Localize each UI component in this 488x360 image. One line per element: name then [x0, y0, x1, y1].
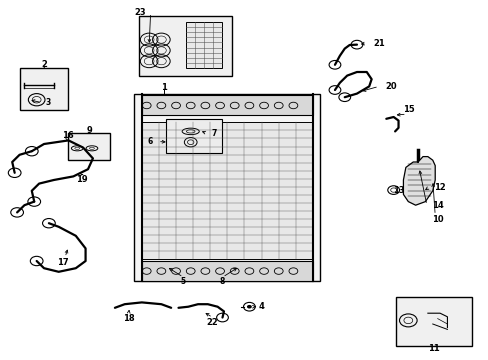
Text: 5: 5 [181, 277, 185, 286]
Text: 9: 9 [86, 126, 92, 135]
Text: 7: 7 [211, 129, 216, 138]
Text: 14: 14 [431, 201, 443, 210]
Bar [142, 261, 312, 281]
Text: 8: 8 [220, 277, 224, 286]
Bar [185, 22, 222, 68]
Text: 1: 1 [161, 83, 167, 91]
Text: 15: 15 [403, 105, 414, 114]
Bar [395, 297, 471, 346]
Bar [142, 122, 312, 259]
Text: 11: 11 [427, 343, 439, 353]
Text: 12: 12 [433, 183, 445, 192]
Text: 2: 2 [41, 60, 47, 69]
Text: 10: 10 [431, 215, 443, 224]
Bar [134, 94, 320, 281]
Text: 17: 17 [57, 258, 68, 267]
Circle shape [246, 305, 251, 309]
Text: 16: 16 [61, 130, 73, 139]
Text: 21: 21 [372, 39, 384, 48]
Text: 18: 18 [122, 314, 134, 323]
Text: 6: 6 [148, 137, 153, 146]
Text: 19: 19 [76, 175, 88, 184]
Bar [20, 68, 68, 110]
Polygon shape [403, 157, 434, 205]
Bar [142, 95, 312, 115]
Bar [166, 119, 222, 153]
Text: 4: 4 [258, 302, 264, 311]
Text: 3: 3 [45, 98, 50, 107]
Text: 23: 23 [134, 8, 145, 17]
Text: 20: 20 [385, 82, 396, 91]
Text: 22: 22 [206, 318, 218, 327]
Bar [139, 16, 232, 76]
Bar [68, 133, 110, 160]
Text: 13: 13 [392, 186, 404, 194]
